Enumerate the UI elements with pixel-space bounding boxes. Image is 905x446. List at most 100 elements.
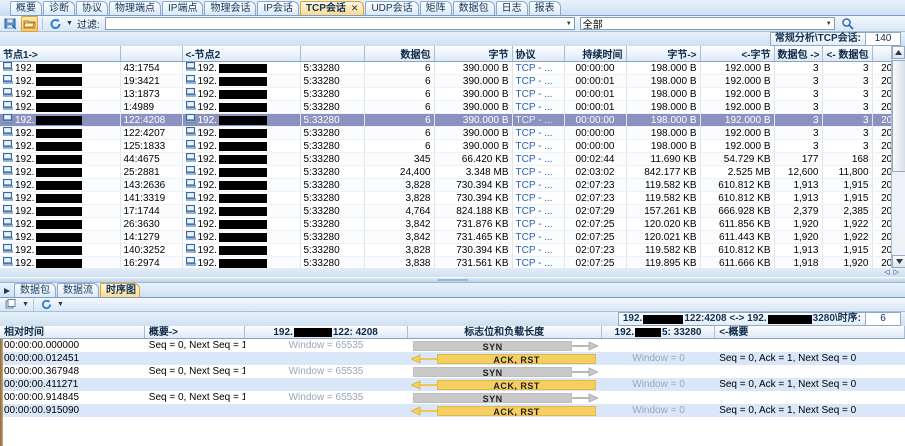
- refresh-dropdown-caret[interactable]: ▼: [56, 301, 64, 308]
- table-row[interactable]: 192. 122:4207 192. 5:33280 6 390.000 B TCP - .…: [0, 126, 905, 140]
- column-header-7[interactable]: 持续时间: [564, 46, 627, 62]
- message-bar[interactable]: ACK, RST: [437, 353, 596, 364]
- tab-10[interactable]: 数据包: [452, 1, 495, 15]
- expand-panel-icon[interactable]: [2, 286, 12, 296]
- save-icon[interactable]: [2, 16, 19, 32]
- cell-text: 2,379: [793, 205, 819, 217]
- tab-11[interactable]: 日志: [495, 1, 528, 15]
- tab-7[interactable]: TCP会话 ✕: [299, 1, 365, 15]
- sequence-row[interactable]: 00:00:00.915090 ACK, RST Window = 0 Seq = 0…: [0, 404, 905, 417]
- column-header-10[interactable]: 数据包 ->: [774, 46, 823, 62]
- search-icon[interactable]: [841, 17, 855, 31]
- tab-8[interactable]: UDP会话: [365, 1, 419, 15]
- sequence-col-summary-in[interactable]: <-概要: [715, 326, 905, 338]
- sequence-col-endpoint-left[interactable]: 192. 122: 4208: [245, 326, 408, 338]
- tab-5[interactable]: 物理会话: [204, 1, 257, 15]
- tab-4[interactable]: IP端点: [162, 1, 204, 15]
- sequence-col-flags[interactable]: 标志位和负载长度: [408, 326, 602, 338]
- refresh-icon[interactable]: [47, 16, 64, 32]
- column-header-9[interactable]: <-字节: [700, 46, 775, 62]
- export-dropdown-caret[interactable]: ▼: [22, 301, 29, 308]
- tab-0[interactable]: 概要: [10, 1, 42, 15]
- grid-scroll-thumb[interactable]: [892, 60, 905, 172]
- sequence-row[interactable]: 00:00:00.012451 ACK, RST Window = 0 Seq = 0…: [0, 352, 905, 365]
- column-header-3[interactable]: [300, 46, 365, 62]
- table-row[interactable]: 192. 25:2881 192. 5:33280 24,400 3.348 MB TCP …: [0, 165, 905, 179]
- splitter-grip: [437, 279, 468, 281]
- chevron-down-icon[interactable]: ▼: [565, 20, 572, 27]
- sequence-row[interactable]: 00:00:00.411271 ACK, RST Window = 0 Seq = 0…: [0, 378, 905, 391]
- sequence-col-relative-time[interactable]: 相对时间: [0, 326, 145, 338]
- column-header-11[interactable]: <- 数据包: [822, 46, 873, 62]
- tab-6[interactable]: IP会话: [257, 1, 299, 15]
- sequence-col-endpoint-right[interactable]: 192. 5: 33280: [602, 326, 716, 338]
- grid-vertical-scrollbar[interactable]: [891, 46, 905, 268]
- column-header-2[interactable]: <-节点2: [182, 46, 301, 62]
- table-row[interactable]: 192. 141:3319 192. 5:33280 3,828 730.394 KB TC…: [0, 191, 905, 205]
- message-bar[interactable]: SYN: [413, 392, 572, 403]
- cell-text: 26:3630: [123, 218, 160, 230]
- cell-text: 3: [812, 101, 819, 113]
- table-row[interactable]: 192. 17:1744 192. 5:33280 4,764 824.188 KB TCP…: [0, 204, 905, 218]
- tab-9[interactable]: 矩阵: [419, 1, 452, 15]
- flag-cell: ACK, RST: [407, 405, 602, 416]
- tab-3[interactable]: 物理端点: [109, 1, 161, 15]
- table-row[interactable]: 192. 143:2636 192. 5:33280 3,828 730.394 KB TC…: [0, 178, 905, 192]
- sequence-row[interactable]: 00:00:00.000000 Seq = 0, Next Seq = 1 Wind…: [0, 339, 905, 352]
- column-header-5[interactable]: 字节: [434, 46, 513, 62]
- tab-2[interactable]: 协议: [76, 1, 108, 15]
- tab-1[interactable]: 诊断: [43, 1, 75, 15]
- host-cell: 192.: [185, 244, 297, 256]
- close-icon[interactable]: ✕: [350, 3, 359, 13]
- panel-splitter[interactable]: [0, 277, 905, 283]
- table-row[interactable]: 192. 140:3252 192. 5:33280 3,828 730.394 KB TC…: [0, 243, 905, 257]
- message-bar[interactable]: ACK, RST: [437, 405, 596, 416]
- cell-proto: TCP - ...: [512, 165, 565, 179]
- host-cell: 192.: [185, 140, 297, 152]
- folder-icon[interactable]: [21, 15, 38, 32]
- column-header-0[interactable]: 节点1->: [0, 46, 121, 62]
- cell-n2p: 5:33280: [300, 139, 365, 153]
- redaction-block: [218, 180, 267, 190]
- table-row[interactable]: 192. 122:4208 192. 5:33280 6 390.000 B TCP - .…: [0, 113, 905, 127]
- scroll-left-icon[interactable]: ◁: [884, 269, 890, 276]
- filter-input[interactable]: ▼: [104, 17, 575, 30]
- table-row[interactable]: 192. 1:4989 192. 5:33280 6 390.000 B TCP - ...…: [0, 100, 905, 114]
- column-header-6[interactable]: 协议: [512, 46, 565, 62]
- sequence-row[interactable]: 00:00:00.914845 Seq = 0, Next Seq = 1 Wind…: [0, 391, 905, 404]
- column-header-1[interactable]: [120, 46, 183, 62]
- detail-tab-2[interactable]: 时序图: [100, 283, 140, 297]
- refresh-dropdown-caret[interactable]: ▼: [66, 20, 73, 27]
- scroll-right-icon[interactable]: ▷: [893, 269, 899, 276]
- detail-tab-1[interactable]: 数据流: [57, 283, 99, 297]
- table-row[interactable]: 192. 13:1873 192. 5:33280 6 390.000 B TCP - ..…: [0, 87, 905, 101]
- cell-bytes: 730.394 KB: [434, 178, 513, 192]
- scroll-up-button[interactable]: [892, 46, 905, 59]
- tab-12[interactable]: 报表: [528, 1, 561, 15]
- export-icon[interactable]: [3, 297, 20, 313]
- chevron-down-icon[interactable]: ▼: [825, 20, 832, 27]
- scope-select[interactable]: 全部 ▼: [579, 17, 835, 31]
- column-header-8[interactable]: 字节->: [626, 46, 701, 62]
- message-bar[interactable]: ACK, RST: [437, 379, 596, 390]
- refresh-icon[interactable]: [38, 297, 55, 313]
- cell-pkts: 3,828: [364, 191, 435, 205]
- detail-tab-0[interactable]: 数据包: [14, 283, 56, 297]
- table-row[interactable]: 192. 19:3421 192. 5:33280 6 390.000 B TCP - ..…: [0, 74, 905, 88]
- table-row[interactable]: 192. 125:1833 192. 5:33280 6 390.000 B TCP - .…: [0, 139, 905, 153]
- table-row[interactable]: 192. 44:4675 192. 5:33280 345 66.420 KB TCP - …: [0, 152, 905, 166]
- table-row[interactable]: 192. 14:1279 192. 5:33280 3,842 731.465 KB TCP…: [0, 230, 905, 244]
- scroll-down-button[interactable]: [892, 255, 905, 268]
- table-row[interactable]: 192. 43:1754 192. 5:33280 6 390.000 B TCP - ..…: [0, 61, 905, 75]
- cell-bto: 119.582 KB: [626, 178, 701, 192]
- grid-horizontal-scroll-strip[interactable]: ◁ ▷: [0, 268, 905, 277]
- table-row[interactable]: 192. 16:2974 192. 5:33280 3,838 731.561 KB TCP…: [0, 256, 905, 268]
- cell-text: 02:03:02: [575, 166, 615, 178]
- cell-text: 192.000 B: [724, 127, 771, 139]
- column-header-4[interactable]: 数据包: [364, 46, 435, 62]
- message-bar[interactable]: SYN: [413, 366, 572, 377]
- message-bar[interactable]: SYN: [413, 340, 572, 351]
- sequence-col-summary-out[interactable]: 概要->: [145, 326, 245, 338]
- sequence-row[interactable]: 00:00:00.367948 Seq = 0, Next Seq = 1 Wind…: [0, 365, 905, 378]
- table-row[interactable]: 192. 26:3630 192. 5:33280 3,842 731.876 KB TCP…: [0, 217, 905, 231]
